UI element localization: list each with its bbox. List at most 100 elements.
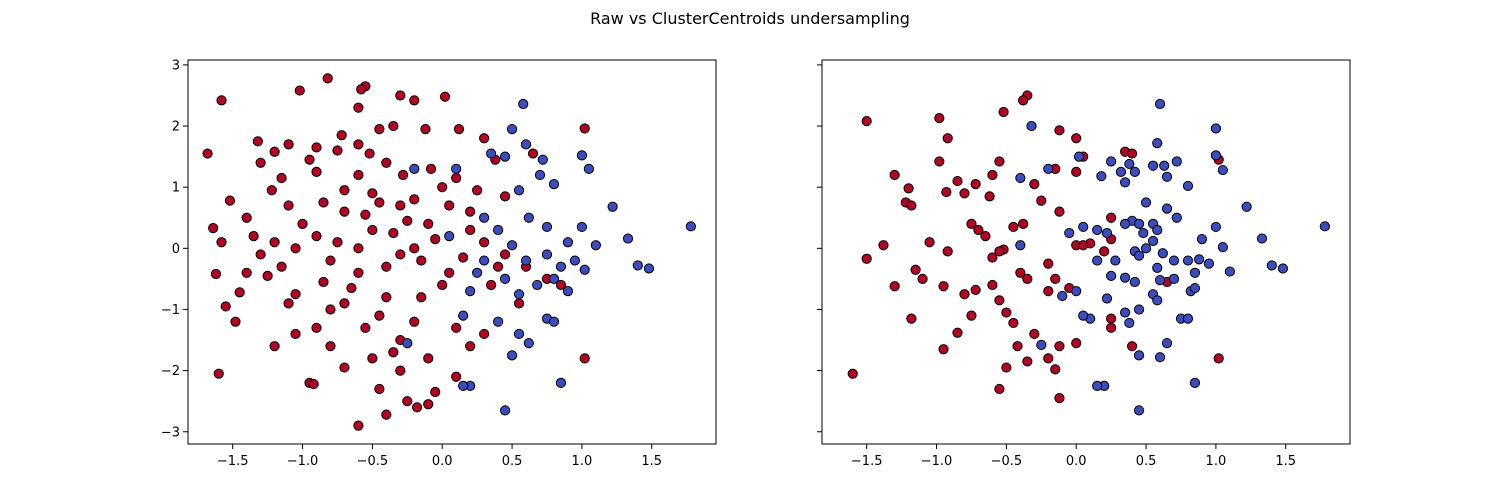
minority-point — [1154, 275, 1166, 286]
minority-point — [1161, 203, 1173, 214]
x-tick-label: −1.0 — [921, 454, 953, 469]
minority-point — [576, 150, 588, 161]
majority-point — [353, 102, 364, 113]
minority-point — [1110, 255, 1121, 266]
minority-point — [555, 261, 567, 272]
minority-point — [1266, 260, 1277, 271]
minority-point — [1217, 164, 1228, 176]
axes-frame — [187, 59, 717, 445]
majority-point — [934, 156, 945, 167]
minority-point — [523, 338, 534, 349]
majority-point — [439, 91, 451, 102]
majority-point — [966, 310, 977, 321]
majority-point — [388, 227, 399, 239]
majority-point — [283, 200, 294, 211]
x-tick-label: 0.0 — [1066, 454, 1087, 469]
minority-point — [1101, 227, 1113, 239]
majority-point — [1054, 206, 1065, 217]
minority-point — [1036, 339, 1047, 351]
minority-point — [513, 185, 525, 196]
x-tick-label: 0.0 — [432, 454, 453, 469]
minority-point — [1140, 197, 1152, 208]
majority-point — [381, 261, 392, 272]
majority-point — [409, 95, 420, 106]
majority-point — [255, 157, 266, 168]
majority-point — [252, 136, 263, 147]
majority-point — [398, 169, 409, 181]
minority-point — [590, 240, 601, 251]
minority-point — [1120, 307, 1131, 318]
majority-point — [910, 264, 921, 275]
minority-point — [409, 163, 420, 174]
majority-point — [381, 157, 392, 168]
minority-point — [402, 338, 413, 349]
majority-point — [353, 169, 364, 181]
minority-point — [520, 139, 532, 150]
majority-point — [276, 261, 287, 272]
majority-point — [411, 402, 423, 413]
majority-point — [458, 252, 469, 263]
majority-point — [1071, 338, 1082, 349]
data-points — [847, 90, 1330, 416]
majority-point — [437, 279, 448, 291]
majority-point — [959, 188, 970, 199]
majority-point — [416, 292, 427, 303]
majority-point — [388, 347, 399, 358]
x-tick-label: −1.0 — [287, 454, 319, 469]
minority-point — [1115, 166, 1127, 177]
majority-point — [395, 200, 406, 211]
minority-point — [1124, 158, 1135, 170]
majority-point — [430, 386, 441, 398]
majority-point — [451, 172, 462, 184]
minority-point — [1319, 221, 1330, 232]
majority-point — [847, 368, 858, 379]
majority-point — [311, 231, 322, 242]
majority-point — [325, 341, 336, 352]
minority-point — [1071, 286, 1082, 297]
majority-point — [994, 246, 1005, 257]
minority-point — [458, 310, 469, 321]
majority-point — [970, 284, 981, 296]
minority-point — [1161, 171, 1173, 182]
minority-point — [1256, 233, 1268, 244]
majority-point — [332, 237, 343, 248]
majority-point — [367, 224, 378, 236]
minority-point — [506, 124, 518, 135]
majority-point — [339, 362, 350, 373]
majority-point — [984, 191, 995, 202]
minority-point — [1140, 243, 1152, 254]
majority-point — [290, 328, 301, 340]
x-tick-label: −1.5 — [851, 454, 883, 469]
majority-point — [304, 154, 315, 165]
majority-point — [472, 185, 483, 196]
minority-point — [1152, 224, 1163, 236]
majority-point — [353, 420, 364, 431]
minority-point — [499, 151, 511, 162]
majority-point — [339, 185, 350, 196]
majority-point — [210, 268, 222, 280]
majority-point — [395, 365, 406, 376]
minority-point — [520, 255, 532, 266]
majority-point — [241, 267, 252, 278]
minority-point — [532, 279, 543, 291]
majority-point — [374, 124, 385, 135]
minority-point — [513, 289, 525, 300]
majority-point — [938, 344, 949, 355]
majority-point — [499, 191, 511, 202]
majority-point — [325, 304, 336, 315]
minority-point — [1154, 98, 1166, 110]
majority-point — [465, 341, 476, 352]
minority-point — [1147, 235, 1159, 247]
majority-point — [1022, 273, 1033, 284]
minority-point — [1224, 266, 1235, 277]
majority-point — [451, 322, 462, 333]
plot-area — [822, 60, 1350, 444]
minority-point — [1092, 224, 1103, 236]
minority-point — [576, 221, 588, 233]
right-scatter-panel: −1.5 −1.0 −0.5 0.0 0.5 1.0 1.5 — [817, 59, 1351, 469]
majority-point — [356, 84, 367, 95]
majority-point — [938, 281, 949, 292]
minority-point — [499, 405, 511, 416]
majority-point — [479, 133, 490, 144]
